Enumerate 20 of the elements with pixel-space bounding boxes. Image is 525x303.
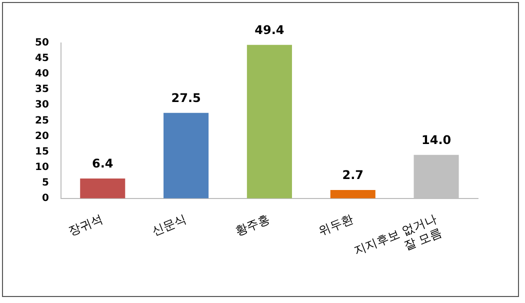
bar (246, 44, 292, 198)
y-tick-label: 50 (34, 38, 49, 49)
bar (330, 190, 376, 198)
data-label: 14.0 (421, 132, 452, 147)
y-tick-label: 10 (34, 162, 49, 173)
y-tick-label: 25 (34, 115, 49, 126)
data-label: 49.4 (254, 22, 284, 37)
data-label: 2.7 (342, 168, 364, 182)
data-label: 6.4 (92, 156, 114, 171)
y-tick-label: 0 (42, 192, 49, 204)
y-tick-label: 30 (34, 100, 49, 111)
y-tick-label: 15 (34, 146, 49, 158)
bar (164, 112, 209, 198)
data-label: 27.5 (171, 91, 201, 106)
y-tick-label: 35 (34, 84, 49, 96)
y-tick-label: 20 (34, 130, 49, 142)
bar (80, 178, 126, 198)
y-tick-label: 40 (34, 68, 49, 80)
y-tick-label: 45 (34, 53, 49, 64)
y-tick-label: 5 (42, 177, 49, 188)
